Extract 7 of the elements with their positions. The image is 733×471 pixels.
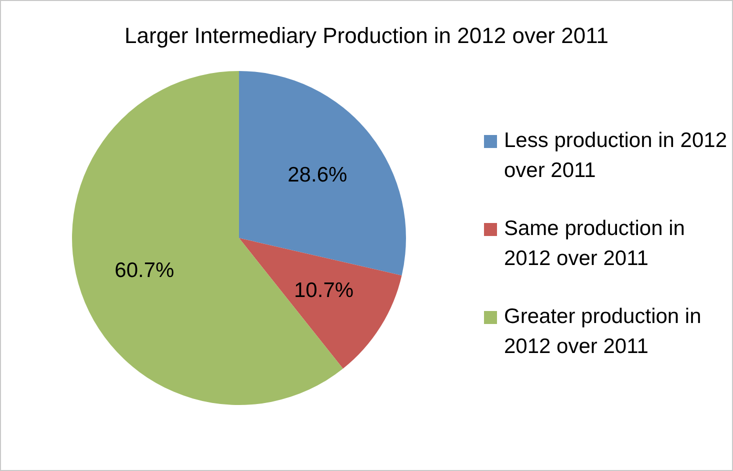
legend-label: Less production in 2012 over 2011 [504,128,728,184]
data-label: 60.7% [114,258,174,282]
legend-label: Greater production in 2012 over 2011 [504,304,702,360]
chart-title: Larger Intermediary Production in 2012 over 2011 [124,23,610,49]
legend-label: Same production in 2012 over 2011 [504,216,686,272]
data-label: 28.6% [288,163,348,186]
data-label: 10.7% [294,279,354,302]
